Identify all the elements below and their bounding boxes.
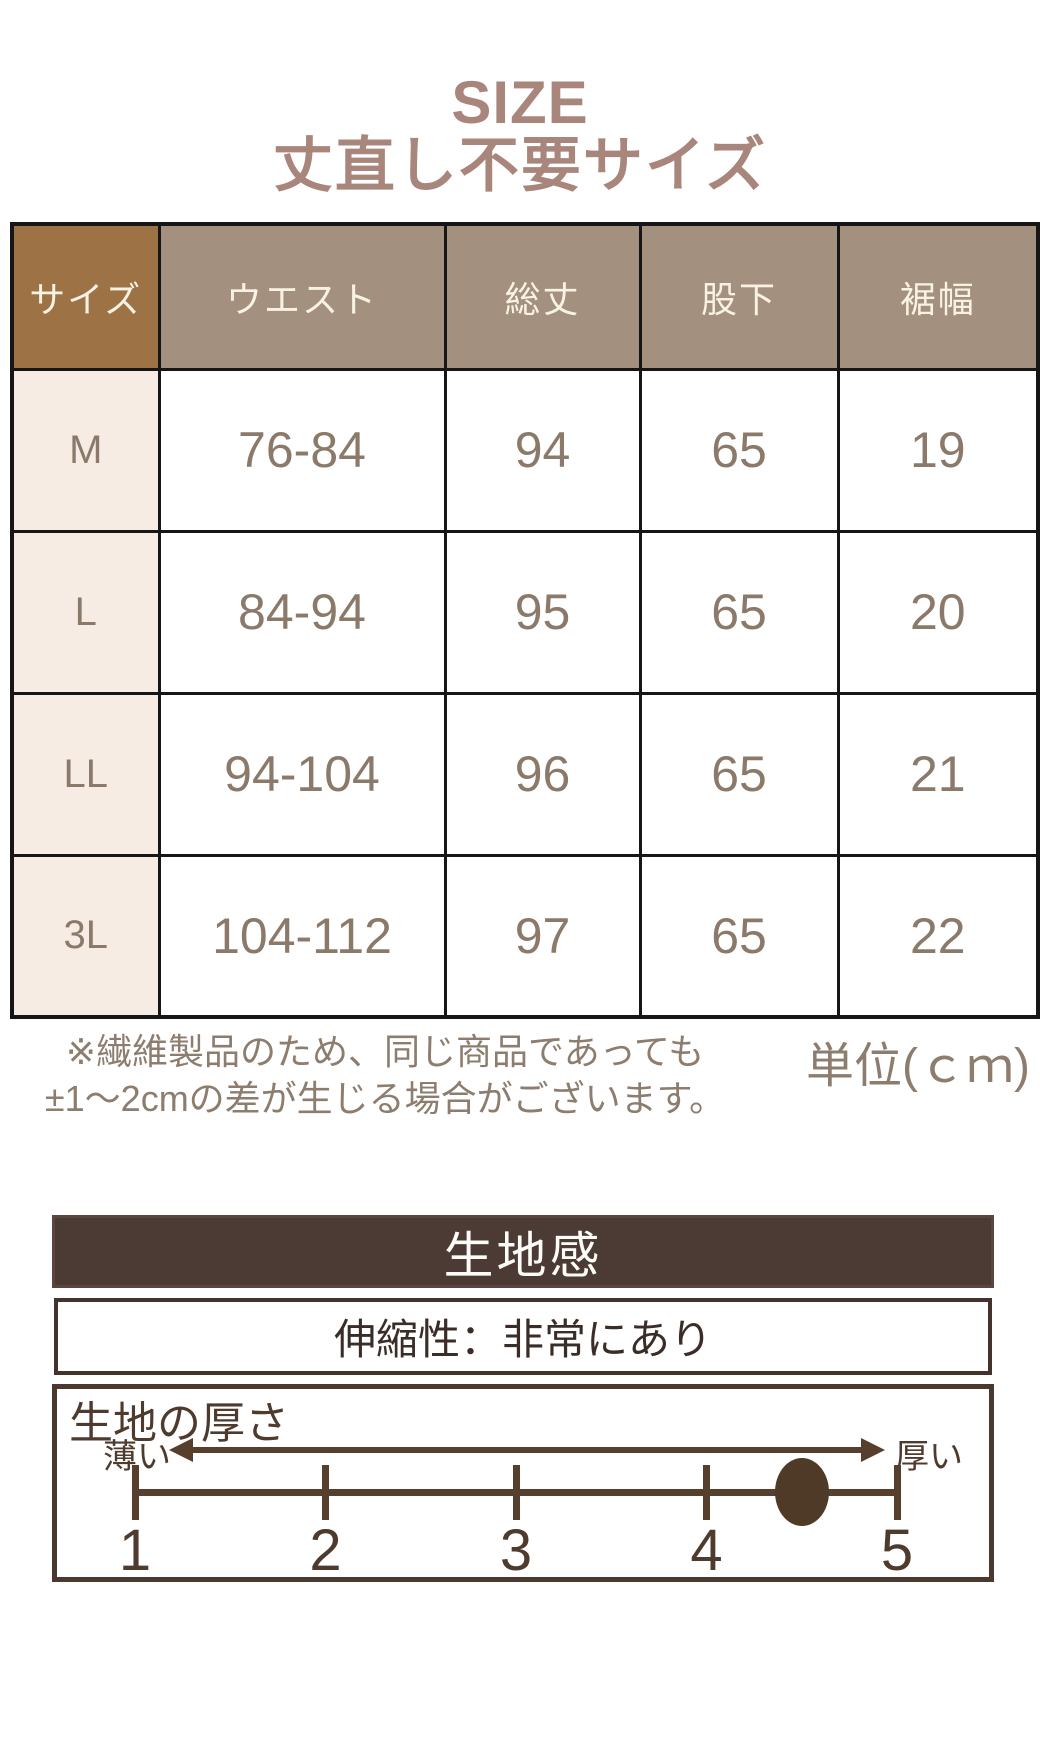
waist-value: 76-84	[157, 367, 447, 533]
title-size-jp: 丈直し不要サイズ	[272, 132, 768, 199]
double-arrow-icon	[169, 1438, 885, 1462]
size-label: L	[10, 529, 161, 695]
table-note: ※繊維製品のため、同じ商品であっても ±1〜2cmの差が生じる場合がございます。	[30, 1028, 740, 1122]
table-row: M 76-84 94 65 19	[10, 367, 1040, 533]
scale-tick	[322, 1465, 329, 1520]
scale-tick	[131, 1465, 139, 1520]
inseam-value: 65	[638, 367, 840, 533]
scale-tick-label: 2	[309, 1518, 342, 1583]
table-note-line2: ±1〜2cmの差が生じる場合がございます。	[44, 1078, 726, 1119]
stretch-info-box: 伸縮性：非常にあり	[54, 1298, 992, 1375]
inseam-value: 65	[638, 853, 840, 1019]
thickness-value-dot	[774, 1458, 829, 1526]
unit-label: 単位(ｃｍ)	[806, 1040, 1030, 1093]
waist-value: 94-104	[157, 691, 447, 857]
size-label: 3L	[10, 853, 161, 1019]
stretch-label: 伸縮性：非常にあり	[333, 1316, 712, 1363]
table-row: LL 94-104 96 65 21	[10, 691, 1040, 857]
size-label: M	[10, 367, 161, 533]
page-title: SIZE 丈直し不要サイズ	[0, 72, 1040, 198]
table-row: 3L 104-112 97 65 22	[10, 853, 1040, 1019]
waist-value: 104-112	[157, 853, 447, 1019]
length-value: 97	[443, 853, 642, 1019]
table-row: L 84-94 95 65 20	[10, 529, 1040, 695]
scale-tick-label: 3	[499, 1518, 533, 1583]
table-note-line1: ※繊維製品のため、同じ商品であっても	[65, 1031, 705, 1072]
col-header-inseam: 股下	[638, 222, 840, 371]
hem-value: 19	[836, 367, 1040, 533]
thickness-title: 生地の厚さ	[69, 1399, 289, 1448]
size-table-header-row: サイズ ウエスト 総丈 股下 裾幅	[10, 222, 1040, 371]
waist-value: 84-94	[157, 529, 447, 695]
col-header-hem: 裾幅	[836, 222, 1040, 371]
size-table: サイズ ウエスト 総丈 股下 裾幅 M 76-84 94 65 19 L 84-…	[10, 222, 1040, 1019]
inseam-value: 65	[638, 529, 840, 695]
length-value: 95	[443, 529, 642, 695]
fabric-section-header: 生地感	[52, 1215, 994, 1288]
scale-tick-label: 5	[880, 1518, 914, 1583]
scale-tick-label: 1	[118, 1518, 152, 1583]
scale-tick-label: 4	[690, 1518, 723, 1583]
inseam-value: 65	[638, 691, 840, 857]
scale-tick	[893, 1465, 901, 1520]
hem-value: 21	[836, 691, 1040, 857]
title-size-en: SIZE	[451, 69, 589, 136]
hem-value: 22	[836, 853, 1040, 1019]
size-label: LL	[10, 691, 161, 857]
length-value: 96	[443, 691, 642, 857]
scale-tick	[512, 1465, 520, 1520]
scale-tick	[703, 1465, 710, 1520]
thickness-right-label: 厚い	[895, 1438, 963, 1476]
hem-value: 20	[836, 529, 1040, 695]
length-value: 94	[443, 367, 642, 533]
col-header-waist: ウエスト	[157, 222, 447, 371]
col-header-length: 総丈	[443, 222, 642, 371]
col-header-size: サイズ	[10, 222, 161, 371]
